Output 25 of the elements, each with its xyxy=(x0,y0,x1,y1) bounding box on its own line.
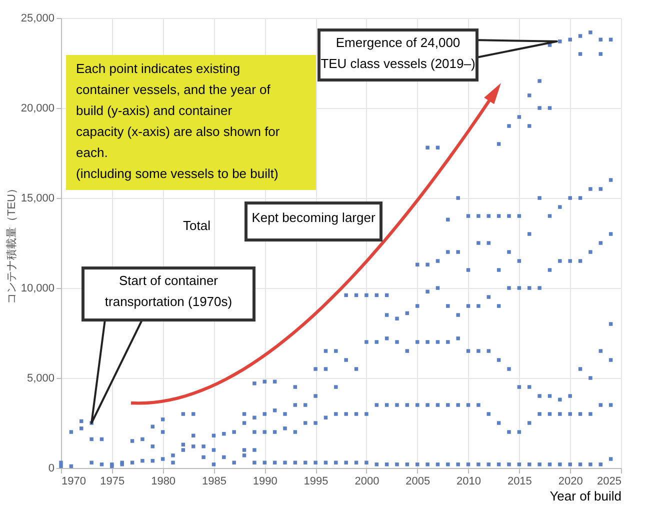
x-tick-label: 1980 xyxy=(151,476,176,488)
y-axis-title: コンテナ積載量（TEU） xyxy=(4,183,18,304)
annotation: Kept becoming larger xyxy=(252,210,376,225)
y-tick-label: 5,000 xyxy=(26,372,54,384)
x-tick-label: 1975 xyxy=(100,476,125,488)
x-tick-label: 1995 xyxy=(304,476,328,488)
y-tick-label: 0 xyxy=(48,462,54,474)
x-tick-label: 2020 xyxy=(558,476,583,488)
annotation: Each point indicates existing container vessels, and the year of build (y-axis) and container capacity (x-axis) are also shown for each. (including some vessels to be built) xyxy=(76,61,280,181)
x-axis-title: Year of build xyxy=(550,488,622,504)
x-tick-label: 2010 xyxy=(456,476,482,488)
x-tick-label: 2000 xyxy=(354,476,380,488)
y-tick-label: 10,000 xyxy=(20,282,54,294)
annotation: Start of container transportation (1970s) xyxy=(104,273,232,309)
x-tick-label: 2005 xyxy=(406,476,430,488)
y-tick-label: 15,000 xyxy=(20,192,54,204)
x-tick-label: 1970 xyxy=(62,476,86,488)
x-tick-label: 1990 xyxy=(252,476,278,488)
annotation: Emergence of 24,000 TEU class vessels (2019–) xyxy=(320,35,476,71)
x-tick-label: 2015 xyxy=(507,476,532,488)
y-tick-label: 20,000 xyxy=(20,102,54,114)
annotation: Total xyxy=(183,218,211,233)
x-tick-label: 2025 xyxy=(597,476,622,488)
x-tick-label: 1985 xyxy=(202,476,226,488)
y-tick-label: 25,000 xyxy=(20,12,54,24)
